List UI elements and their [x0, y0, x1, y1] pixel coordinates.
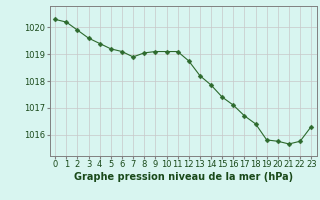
X-axis label: Graphe pression niveau de la mer (hPa): Graphe pression niveau de la mer (hPa): [74, 172, 293, 182]
